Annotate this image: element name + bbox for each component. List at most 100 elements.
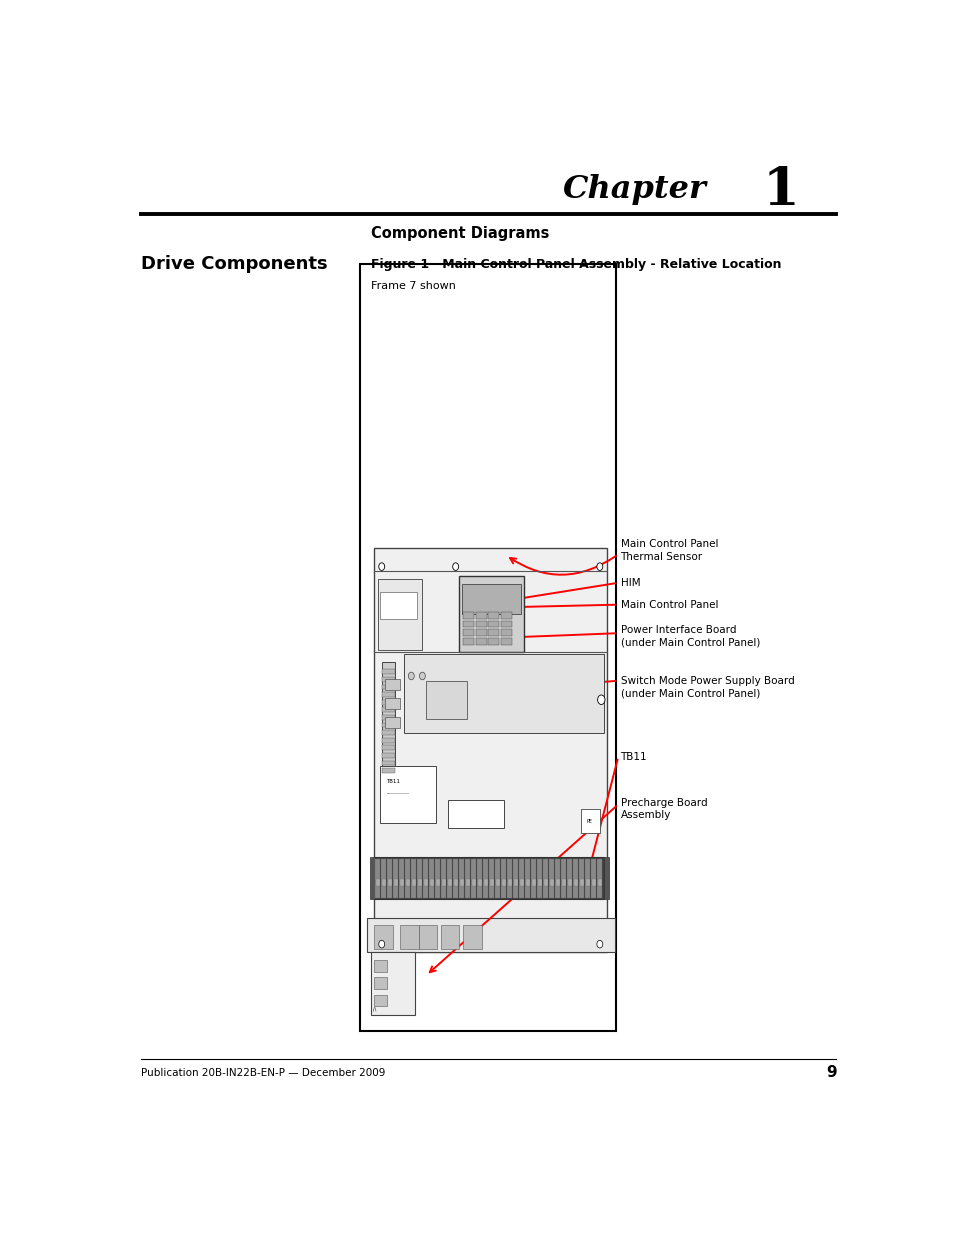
Bar (424, 878, 427, 887)
Bar (578, 858, 583, 898)
Bar (513, 858, 517, 898)
Bar (377, 579, 422, 651)
Bar (488, 638, 498, 645)
Bar (477, 878, 481, 887)
Bar (519, 878, 523, 887)
Bar (374, 961, 387, 972)
Bar (405, 858, 410, 898)
Bar (500, 613, 512, 619)
Bar (375, 878, 379, 887)
Bar (418, 925, 436, 948)
Bar (462, 925, 481, 948)
Bar (530, 858, 536, 898)
Bar (532, 878, 535, 887)
Bar (580, 809, 599, 832)
Bar (374, 547, 606, 952)
Bar (488, 613, 498, 619)
Bar (406, 878, 410, 887)
Bar (448, 878, 452, 887)
Text: TB11: TB11 (619, 752, 646, 762)
Bar (579, 878, 583, 887)
Text: /\: /\ (373, 1007, 375, 1011)
Bar (488, 858, 494, 898)
Text: Precharge Board
Assembly: Precharge Board Assembly (619, 798, 706, 820)
Circle shape (378, 940, 384, 948)
Bar (560, 858, 565, 898)
Bar (462, 621, 474, 627)
Bar (603, 857, 609, 899)
Circle shape (408, 672, 414, 679)
Bar (585, 878, 589, 887)
Bar (417, 878, 421, 887)
Bar (548, 858, 554, 898)
Bar (422, 858, 428, 898)
Bar (556, 878, 559, 887)
Bar (525, 878, 529, 887)
Bar (412, 878, 416, 887)
Bar (367, 919, 614, 952)
Text: Chapter: Chapter (562, 174, 706, 205)
Bar (537, 858, 541, 898)
Bar (500, 858, 506, 898)
Bar (524, 858, 530, 898)
Bar (382, 878, 385, 887)
Bar (385, 698, 400, 709)
Bar (555, 858, 559, 898)
Circle shape (597, 940, 602, 948)
Bar (381, 708, 395, 713)
Bar (459, 577, 524, 652)
Bar (374, 977, 387, 989)
Bar (429, 858, 434, 898)
Bar (381, 768, 395, 773)
Bar (566, 858, 572, 898)
Bar (393, 858, 398, 898)
Text: 9: 9 (825, 1065, 836, 1081)
Bar (380, 593, 416, 619)
Bar (375, 858, 380, 898)
Bar (488, 630, 498, 636)
Bar (381, 746, 395, 750)
Circle shape (419, 672, 425, 679)
Bar (550, 878, 553, 887)
Bar (598, 878, 601, 887)
Bar (462, 630, 474, 636)
Bar (500, 638, 512, 645)
Text: Publication 20B-IN22B-EN-P — December 2009: Publication 20B-IN22B-EN-P — December 20… (141, 1067, 385, 1077)
Bar (381, 722, 395, 727)
Bar (381, 669, 395, 674)
Bar (572, 858, 578, 898)
Bar (387, 858, 392, 898)
Bar (403, 655, 603, 734)
Bar (537, 878, 541, 887)
Bar (416, 858, 422, 898)
Text: Power Interface Board
(under Main Control Panel): Power Interface Board (under Main Contro… (619, 625, 760, 647)
Bar (466, 878, 469, 887)
Circle shape (453, 563, 458, 571)
Bar (500, 621, 512, 627)
Bar (380, 858, 386, 898)
Text: Component Diagrams: Component Diagrams (370, 226, 548, 241)
Bar (440, 858, 446, 898)
Bar (385, 679, 400, 690)
Bar (514, 878, 517, 887)
Bar (381, 715, 395, 720)
Bar (381, 700, 395, 704)
Bar (411, 858, 416, 898)
Bar (472, 878, 476, 887)
Bar (567, 878, 571, 887)
Bar (482, 858, 488, 898)
Bar (592, 878, 595, 887)
Bar (381, 753, 395, 758)
Bar (398, 858, 404, 898)
Text: 1: 1 (761, 165, 799, 216)
Bar (501, 878, 505, 887)
Bar (426, 680, 466, 719)
Bar (388, 878, 392, 887)
Bar (574, 878, 577, 887)
Bar (508, 878, 511, 887)
Bar (476, 613, 486, 619)
Bar (374, 925, 393, 948)
Bar (374, 857, 603, 899)
Bar (496, 878, 499, 887)
Bar (436, 878, 439, 887)
